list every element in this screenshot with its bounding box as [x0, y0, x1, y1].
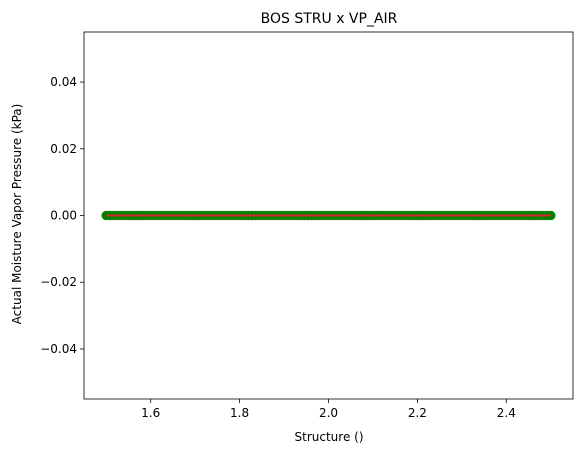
y-axis-ticks: −0.04 −0.02 0.00 0.02 0.04 [40, 75, 84, 356]
y-tick-label: 0.00 [50, 209, 77, 223]
x-axis-title: Structure () [295, 430, 364, 444]
chart-title: BOS STRU x VP_AIR [261, 11, 398, 27]
y-axis-title: Actual Moisture Vapor Pressure (kPa) [10, 104, 24, 325]
x-tick-label: 1.8 [230, 406, 249, 420]
data-marks [102, 211, 556, 220]
y-tick-label: −0.04 [40, 342, 77, 356]
x-tick-label: 1.6 [141, 406, 160, 420]
y-tick-label: −0.02 [40, 275, 77, 289]
y-tick-label: 0.04 [50, 75, 77, 89]
x-tick-label: 2.2 [408, 406, 427, 420]
x-tick-label: 2.0 [319, 406, 338, 420]
x-tick-label: 2.4 [497, 406, 516, 420]
y-tick-label: 0.02 [50, 142, 77, 156]
x-axis-ticks: 1.6 1.8 2.0 2.2 2.4 [141, 399, 516, 420]
